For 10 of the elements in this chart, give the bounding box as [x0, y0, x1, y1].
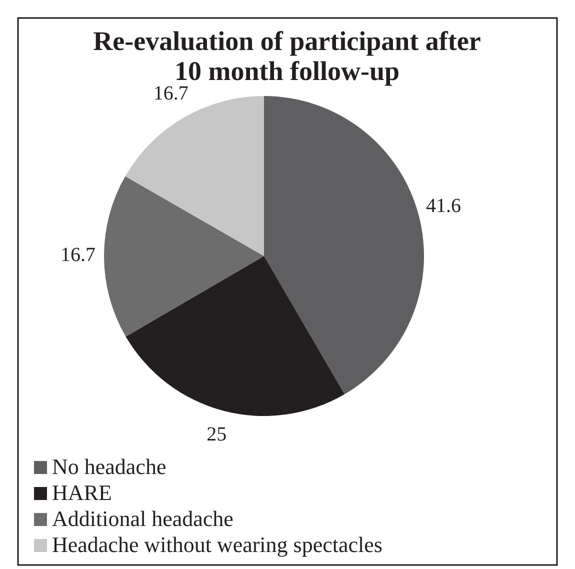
legend-label: Headache without wearing spectacles [52, 532, 382, 557]
data-label: 25 [206, 423, 227, 446]
data-label: 41.6 [426, 195, 462, 218]
pie-slice [264, 96, 424, 394]
legend-label: HARE [52, 480, 112, 505]
data-label: 16.7 [60, 244, 96, 266]
legend-label: Additional headache [52, 506, 234, 531]
pie-slice [104, 176, 264, 337]
legend-label: No headache [52, 454, 166, 479]
pie-slice [126, 256, 345, 416]
